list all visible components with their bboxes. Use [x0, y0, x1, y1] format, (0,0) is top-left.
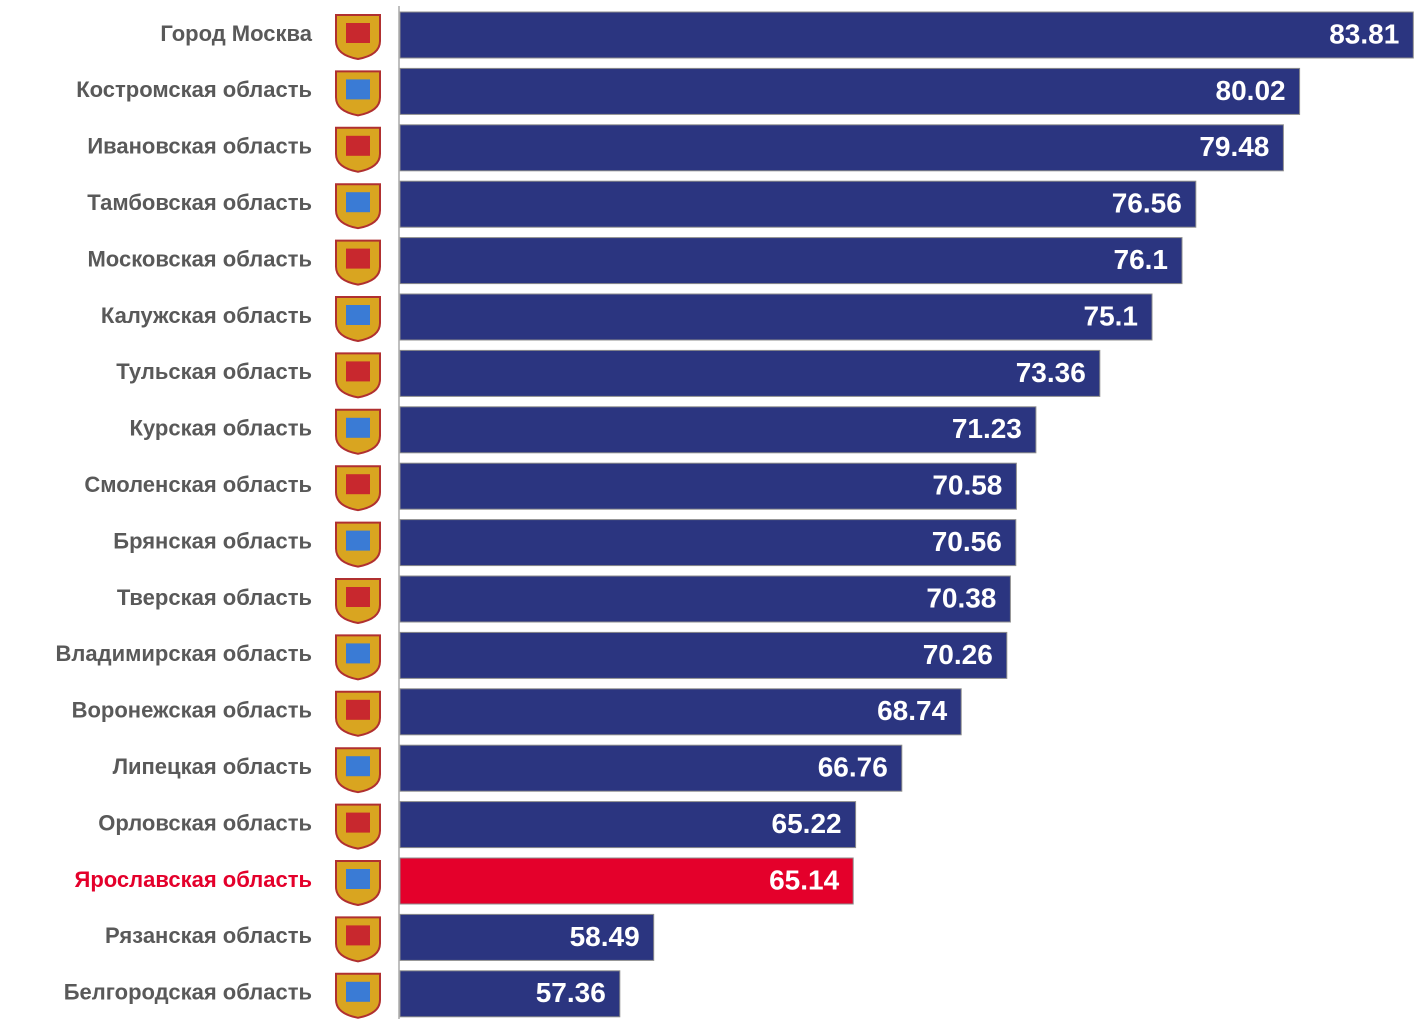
category-label: Тульская область	[116, 359, 312, 384]
bar	[399, 293, 1153, 341]
emblem-inner	[346, 417, 370, 438]
value-label: 75.1	[1084, 300, 1139, 331]
emblem-inner	[346, 756, 370, 777]
bar	[399, 519, 1017, 567]
category-label: Брянская область	[113, 528, 312, 553]
bar	[399, 857, 854, 905]
emblem-inner	[346, 361, 370, 382]
category-label: Владимирская область	[56, 641, 312, 666]
value-label: 68.74	[877, 695, 947, 726]
value-label: 80.02	[1216, 75, 1286, 106]
bar	[399, 575, 1011, 623]
value-label: 58.49	[570, 921, 640, 952]
value-label: 65.22	[772, 808, 842, 839]
bar	[399, 631, 1008, 679]
emblem-inner	[346, 23, 370, 43]
emblem-inner	[346, 135, 370, 156]
category-label: Воронежская область	[72, 698, 312, 723]
value-label: 76.1	[1114, 244, 1169, 275]
category-label: Тамбовская область	[87, 190, 312, 215]
category-label: Московская область	[87, 246, 312, 271]
category-label: Город Москва	[160, 21, 312, 46]
category-label: Липецкая область	[113, 754, 312, 779]
value-label: 71.23	[952, 413, 1022, 444]
emblem-inner	[346, 587, 370, 607]
emblem-inner	[346, 643, 370, 664]
value-label: 83.81	[1329, 18, 1399, 49]
bar	[399, 913, 655, 961]
bar	[399, 406, 1037, 454]
category-label: Орловская область	[98, 810, 312, 835]
emblem-inner	[346, 530, 370, 551]
bar	[399, 124, 1284, 172]
bar	[399, 801, 857, 849]
category-label: Калужская область	[101, 303, 312, 328]
category-label: Ярославская область	[75, 867, 312, 892]
value-label: 66.76	[818, 752, 888, 783]
value-label: 70.26	[923, 639, 993, 670]
category-label: Тверская область	[117, 585, 312, 610]
emblem-inner	[346, 248, 370, 269]
category-label: Смоленская область	[84, 472, 312, 497]
value-label: 79.48	[1199, 131, 1269, 162]
bar	[399, 11, 1414, 59]
bar	[399, 744, 903, 792]
category-label: Курская область	[130, 416, 312, 441]
bar	[399, 349, 1101, 397]
value-label: 57.36	[536, 977, 606, 1008]
emblem-inner	[346, 925, 370, 946]
value-label: 70.56	[932, 526, 1002, 557]
emblem-inner	[346, 981, 370, 1002]
category-label: Белгородская область	[64, 980, 312, 1005]
emblem-inner	[346, 192, 370, 213]
value-label: 70.58	[932, 470, 1002, 501]
emblem-inner	[346, 869, 370, 889]
emblem-inner	[346, 474, 370, 495]
value-label: 73.36	[1016, 357, 1086, 388]
value-label: 70.38	[926, 582, 996, 613]
emblem-inner	[346, 79, 370, 100]
category-label: Рязанская область	[105, 923, 312, 948]
bar	[399, 462, 1017, 510]
category-label: Костромская область	[76, 77, 312, 102]
category-label: Ивановская область	[87, 134, 312, 159]
bar	[399, 970, 621, 1018]
bar	[399, 67, 1301, 115]
emblem-inner	[346, 812, 370, 833]
emblem-inner	[346, 305, 370, 325]
value-label: 65.14	[769, 864, 839, 895]
bar	[399, 688, 962, 736]
bar	[399, 237, 1183, 285]
value-label: 76.56	[1112, 188, 1182, 219]
emblem-inner	[346, 699, 370, 720]
bar	[399, 180, 1197, 228]
